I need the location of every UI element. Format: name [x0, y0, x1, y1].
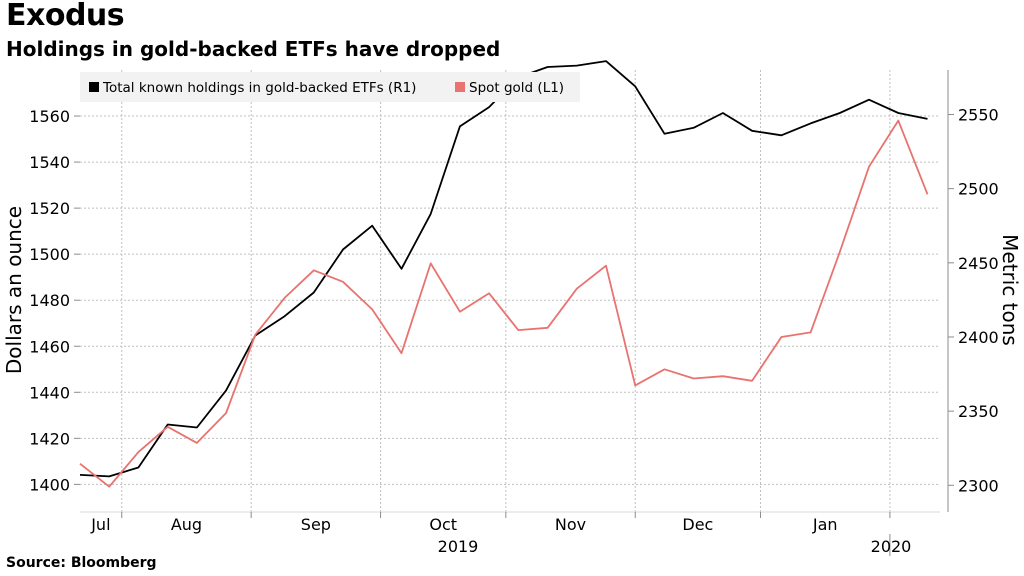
right-tick-label: 2400	[958, 328, 999, 347]
axes: 1400 1420 1440 1460 1480 1500 1520 1540 1560 2300…	[29, 70, 999, 556]
month-label: Jul	[90, 515, 110, 534]
month-label: Oct	[429, 515, 457, 534]
left-tick-label: 1420	[29, 429, 70, 448]
legend-label-holdings: Total known holdings in gold-backed ETFs…	[102, 80, 416, 96]
legend-swatch-holdings	[89, 82, 99, 92]
legend-background	[80, 72, 580, 102]
month-label: Nov	[555, 515, 586, 534]
chart-title: Exodus	[6, 0, 125, 33]
legend: Total known holdings in gold-backed ETFs…	[80, 72, 580, 102]
left-tick-label: 1440	[29, 383, 70, 402]
legend-label-spot-gold: Spot gold (L1)	[469, 80, 564, 96]
spot-gold-line	[79, 119, 929, 488]
left-tick-label: 1400	[29, 475, 70, 494]
left-tick-label: 1500	[29, 245, 70, 264]
source-note: Source: Bloomberg	[6, 555, 157, 571]
month-label: Aug	[171, 515, 202, 534]
right-axis-title: Metric tons	[998, 234, 1022, 346]
series-lines	[79, 60, 929, 488]
left-tick-label: 1480	[29, 291, 70, 310]
legend-swatch-spot-gold	[455, 82, 465, 92]
right-tick-label: 2350	[958, 402, 999, 421]
left-tick-label: 1520	[29, 199, 70, 218]
right-tick-label: 2500	[958, 180, 999, 199]
right-tick-label: 2300	[958, 476, 999, 495]
left-tick-label: 1540	[29, 153, 70, 172]
gridlines	[80, 70, 940, 512]
left-tick-label: 1460	[29, 337, 70, 356]
axis-labels: Dollars an ounce Metric tons 2019 2020	[2, 206, 1022, 556]
left-tick-label: 1560	[29, 107, 70, 126]
year-label-2019: 2019	[438, 537, 479, 556]
left-axis-title: Dollars an ounce	[2, 206, 26, 374]
month-label: Jan	[812, 515, 838, 534]
month-label: Sep	[301, 515, 331, 534]
holdings-line	[79, 60, 928, 478]
year-label-2020: 2020	[871, 537, 912, 556]
right-tick-label: 2450	[958, 254, 999, 273]
chart-subtitle: Holdings in gold-backed ETFs have droppe…	[6, 37, 501, 61]
month-label: Dec	[682, 515, 713, 534]
right-tick-label: 2550	[958, 105, 999, 124]
